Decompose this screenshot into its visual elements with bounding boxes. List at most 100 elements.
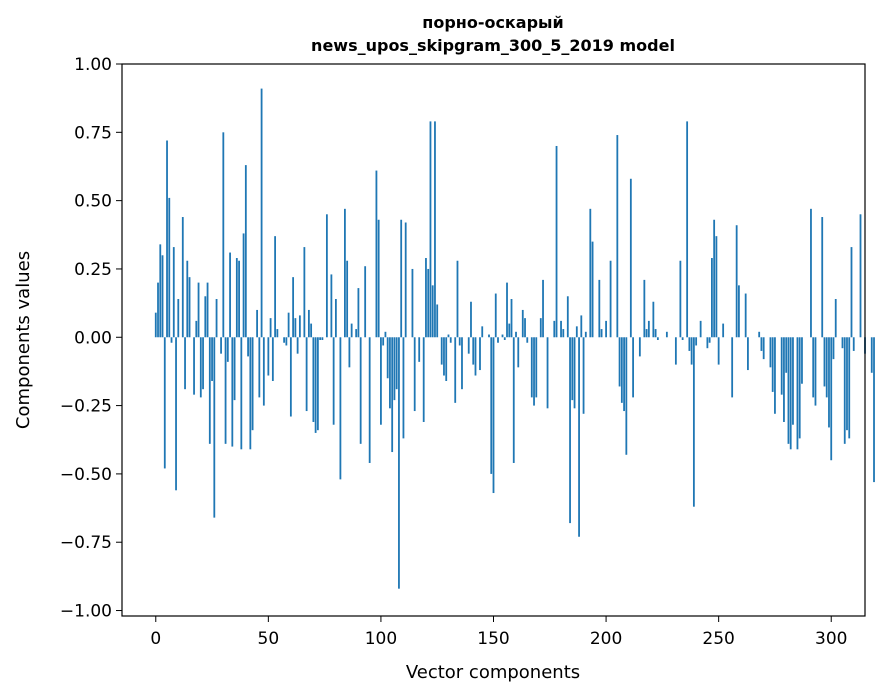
bar-component-115 bbox=[413, 337, 416, 412]
bar-component-18 bbox=[195, 320, 198, 338]
bar-component-41 bbox=[247, 337, 249, 357]
bar-component-308 bbox=[848, 337, 851, 439]
bar-component-30 bbox=[222, 132, 225, 338]
bar-component-136 bbox=[461, 337, 463, 390]
bar-component-62 bbox=[294, 318, 297, 338]
bar-component-234 bbox=[681, 337, 684, 340]
bar-component-157 bbox=[508, 323, 511, 338]
bar-component-48 bbox=[262, 337, 265, 406]
bar-component-68 bbox=[307, 309, 310, 338]
bar-component-227 bbox=[665, 331, 668, 338]
bar-component-171 bbox=[539, 318, 542, 338]
x-tick-label: 250 bbox=[702, 629, 734, 649]
bar-component-140 bbox=[470, 301, 472, 338]
bar-component-90 bbox=[357, 288, 360, 338]
bar-component-51 bbox=[269, 318, 272, 338]
bar-component-37 bbox=[238, 260, 240, 338]
bar-component-287 bbox=[801, 337, 803, 384]
bar-component-186 bbox=[573, 337, 576, 409]
bar-component-21 bbox=[202, 337, 204, 390]
bar-component-190 bbox=[582, 337, 585, 414]
x-tick-label: 50 bbox=[258, 629, 280, 649]
bar-component-125 bbox=[436, 304, 439, 338]
bar-component-85 bbox=[346, 260, 349, 338]
y-tick-label: 1.00 bbox=[74, 55, 112, 75]
bar-component-129 bbox=[445, 337, 448, 381]
bar-component-150 bbox=[492, 337, 495, 494]
bar-component-236 bbox=[686, 121, 689, 338]
bar-component-121 bbox=[427, 268, 430, 338]
bar-component-318 bbox=[870, 337, 873, 373]
bar-component-198 bbox=[600, 329, 603, 338]
bar-component-280 bbox=[785, 337, 788, 373]
bar-component-119 bbox=[422, 337, 425, 422]
x-tick-label: 0 bbox=[150, 629, 161, 649]
bar-component-191 bbox=[584, 331, 587, 338]
bar-component-246 bbox=[708, 337, 711, 343]
chart-subtitle: news_upos_skipgram_300_5_2019 model bbox=[311, 36, 675, 55]
bar-component-185 bbox=[571, 337, 574, 401]
bar-component-268 bbox=[758, 331, 761, 338]
bar-component-12 bbox=[181, 217, 184, 338]
chart-title: порно-оскарый bbox=[422, 13, 563, 32]
bar-component-117 bbox=[418, 337, 421, 362]
bar-component-215 bbox=[638, 337, 641, 357]
bar-component-197 bbox=[598, 279, 601, 338]
bar-component-274 bbox=[771, 337, 774, 392]
bar-component-73 bbox=[319, 337, 322, 340]
bar-component-167 bbox=[530, 337, 533, 398]
bar-component-76 bbox=[325, 214, 328, 338]
bar-component-240 bbox=[695, 337, 698, 346]
bar-component-102 bbox=[384, 331, 387, 338]
bar-component-74 bbox=[321, 337, 324, 340]
bar-component-25 bbox=[211, 337, 213, 381]
bar-component-189 bbox=[580, 315, 583, 338]
bar-component-91 bbox=[359, 337, 362, 444]
bar-component-281 bbox=[787, 337, 790, 444]
bar-component-100 bbox=[380, 337, 382, 425]
x-tick-label: 300 bbox=[815, 629, 847, 649]
bar-component-6 bbox=[168, 197, 171, 338]
bar-component-285 bbox=[796, 337, 799, 450]
bar-component-38 bbox=[240, 337, 243, 450]
bar-component-270 bbox=[762, 337, 765, 360]
bar-component-279 bbox=[783, 337, 785, 422]
bar-component-239 bbox=[692, 337, 695, 507]
bar-component-95 bbox=[368, 337, 371, 463]
bar-component-208 bbox=[623, 337, 625, 412]
bar-component-205 bbox=[616, 135, 619, 338]
bar-component-42 bbox=[249, 337, 252, 450]
bar-component-218 bbox=[645, 329, 648, 338]
bar-component-101 bbox=[382, 337, 385, 346]
bar-component-123 bbox=[431, 285, 434, 338]
bar-component-24 bbox=[208, 337, 211, 444]
bar-component-155 bbox=[503, 337, 506, 340]
bar-component-258 bbox=[735, 225, 738, 338]
bar-component-245 bbox=[706, 337, 709, 349]
bar-component-130 bbox=[447, 334, 450, 338]
bar-component-149 bbox=[490, 337, 493, 474]
bar-component-142 bbox=[474, 337, 477, 376]
bar-component-180 bbox=[560, 320, 562, 338]
bar-component-4 bbox=[163, 337, 166, 469]
bar-component-5 bbox=[166, 140, 168, 338]
bar-component-145 bbox=[481, 326, 484, 338]
bar-component-275 bbox=[774, 337, 776, 414]
bar-component-139 bbox=[467, 337, 470, 354]
bar-component-53 bbox=[274, 236, 276, 338]
bar-component-108 bbox=[398, 337, 400, 589]
y-tick-label: 0.00 bbox=[74, 328, 112, 348]
bar-component-194 bbox=[591, 241, 594, 338]
bar-component-52 bbox=[271, 337, 274, 381]
x-tick-label: 200 bbox=[590, 629, 622, 649]
bar-component-222 bbox=[654, 329, 657, 338]
bar-component-20 bbox=[199, 337, 202, 398]
bar-component-305 bbox=[841, 337, 844, 349]
y-tick-label: 0.25 bbox=[74, 260, 112, 280]
bar-component-172 bbox=[542, 279, 544, 338]
bar-component-71 bbox=[314, 337, 317, 433]
bar-component-103 bbox=[386, 337, 389, 379]
bar-component-134 bbox=[456, 260, 459, 338]
bar-component-223 bbox=[656, 337, 659, 340]
bar-component-60 bbox=[289, 337, 292, 417]
